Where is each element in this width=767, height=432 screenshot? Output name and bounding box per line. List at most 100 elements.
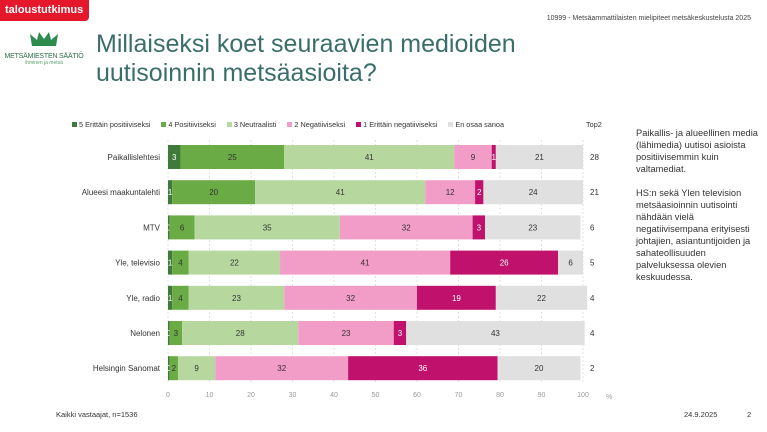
- data-label: 36: [418, 364, 427, 373]
- legend-label: 5 Erittäin positiiviseksi: [79, 120, 151, 129]
- category-label: Alueesi maakuntalehti: [82, 188, 160, 197]
- data-label: 23: [528, 223, 537, 232]
- legend-item: En osaa sanoa: [448, 120, 504, 129]
- x-tick-label: 30: [289, 392, 297, 399]
- bar-segment: [495, 285, 588, 310]
- legend-label: En osaa sanoa: [455, 120, 505, 129]
- legend-swatch: [226, 122, 232, 127]
- data-label: 41: [361, 259, 370, 268]
- top2-value: 4: [590, 329, 595, 338]
- data-label: 35: [263, 223, 272, 232]
- comment-1: Paikallis- ja alueellinen media (lähimed…: [636, 128, 758, 174]
- bar-segment: [180, 145, 285, 169]
- category-label: Yle, radio: [126, 294, 160, 303]
- data-label: 3: [398, 329, 403, 338]
- x-tick-label: 10: [206, 392, 214, 399]
- bar-segment: [177, 356, 216, 381]
- data-label: 0: [167, 329, 172, 338]
- data-label: 20: [535, 364, 544, 373]
- legend-label: 1 Erittäin negatiiviseksi: [363, 120, 438, 129]
- top2-value: 21: [590, 188, 599, 197]
- data-label: 22: [230, 259, 239, 268]
- bar-segment: [168, 180, 173, 205]
- data-label: 43: [491, 329, 500, 338]
- data-label: 28: [236, 329, 245, 338]
- data-label: 6: [568, 259, 573, 268]
- data-label: 1: [168, 259, 173, 268]
- date: 24.9.2025: [684, 410, 718, 419]
- data-label: 24: [529, 188, 538, 197]
- x-tick-label: 80: [496, 392, 504, 399]
- x-tick-label: 20: [247, 392, 255, 399]
- data-label: 1: [492, 153, 497, 162]
- legend-label: 2 Negatiiviseksi: [294, 120, 346, 129]
- top2-value: 28: [590, 153, 599, 162]
- data-label: 25: [228, 153, 237, 162]
- x-tick-label: 90: [538, 392, 546, 399]
- data-label: 21: [535, 153, 544, 162]
- data-label: 20: [209, 188, 218, 197]
- data-label: 26: [500, 259, 509, 268]
- bar-segment: [454, 145, 492, 169]
- bar-segment: [172, 180, 256, 205]
- legend-item: 3 Neutraalisti: [226, 120, 277, 129]
- data-label: 3: [172, 153, 177, 162]
- bar-segment: [558, 250, 583, 275]
- data-label: 2: [172, 364, 177, 373]
- data-label: 32: [277, 364, 286, 373]
- bar-segment: [284, 285, 417, 310]
- project-title: 10999 - Metsäammattilaisten mielipiteet …: [546, 15, 751, 22]
- data-label: 0: [167, 364, 172, 373]
- bar-segment: [169, 356, 178, 381]
- legend-swatch: [161, 122, 167, 127]
- category-label: Nelonen: [130, 329, 160, 338]
- x-tick-label: 60: [413, 392, 421, 399]
- crown-icon: [30, 32, 58, 46]
- bar-segment: [284, 145, 455, 169]
- bar-segment: [169, 321, 183, 345]
- bar-segment: [339, 215, 473, 240]
- bar-segment: [168, 356, 170, 381]
- data-label: 1: [168, 294, 173, 303]
- data-label: 4: [178, 259, 183, 268]
- top2-value: 6: [590, 223, 595, 232]
- bar-segment: [168, 215, 170, 240]
- legend-swatch: [356, 122, 362, 127]
- legend-swatch: [448, 122, 454, 127]
- category-label: MTV: [143, 223, 161, 232]
- bar-segment: [393, 321, 407, 345]
- data-label: 1: [168, 188, 173, 197]
- data-label: 0: [167, 223, 172, 232]
- category-label: Paikallislehtesi: [108, 153, 161, 162]
- comment-2: HS:n sekä Ylen television metsäasioinnin…: [636, 188, 751, 282]
- top2-value: 5: [590, 259, 595, 268]
- bar-segment: [168, 250, 173, 275]
- page-number: 2: [747, 410, 752, 419]
- data-label: 23: [232, 294, 241, 303]
- x-tick-label: 40: [330, 392, 338, 399]
- bar-segment: [188, 250, 281, 275]
- bar-segment: [406, 321, 585, 345]
- bar-segment: [188, 285, 285, 310]
- legend-item: 2 Negatiiviseksi: [287, 120, 345, 129]
- bar-segment: [417, 285, 496, 310]
- data-label: 19: [452, 294, 461, 303]
- top2-header: Top2: [586, 120, 602, 129]
- bar-segment: [255, 180, 426, 205]
- legend-swatch: [72, 122, 77, 127]
- chart-legend: 5 Erittäin positiiviseksi 4 Positiiviseks…: [72, 120, 515, 129]
- bar-segment: [472, 215, 486, 240]
- legend-item: 1 Erittäin negatiiviseksi: [356, 120, 437, 129]
- data-label: 12: [446, 188, 455, 197]
- bar-segment: [497, 356, 581, 381]
- side-commentary: Paikallis- ja alueellinen media (lähimed…: [636, 127, 761, 295]
- bar-segment: [475, 180, 484, 205]
- legend-label: 3 Neutraalisti: [233, 120, 277, 129]
- page-title: Millaiseksi koet seuraavien medioiden uu…: [96, 30, 516, 87]
- bar-segment: [172, 285, 189, 310]
- logo: METSÄMIESTEN SÄÄTIÖ ihminen ja metsä: [4, 30, 84, 66]
- x-tick-label: 0: [166, 392, 170, 399]
- data-label: 3: [174, 329, 179, 338]
- bar-segment: [215, 356, 349, 381]
